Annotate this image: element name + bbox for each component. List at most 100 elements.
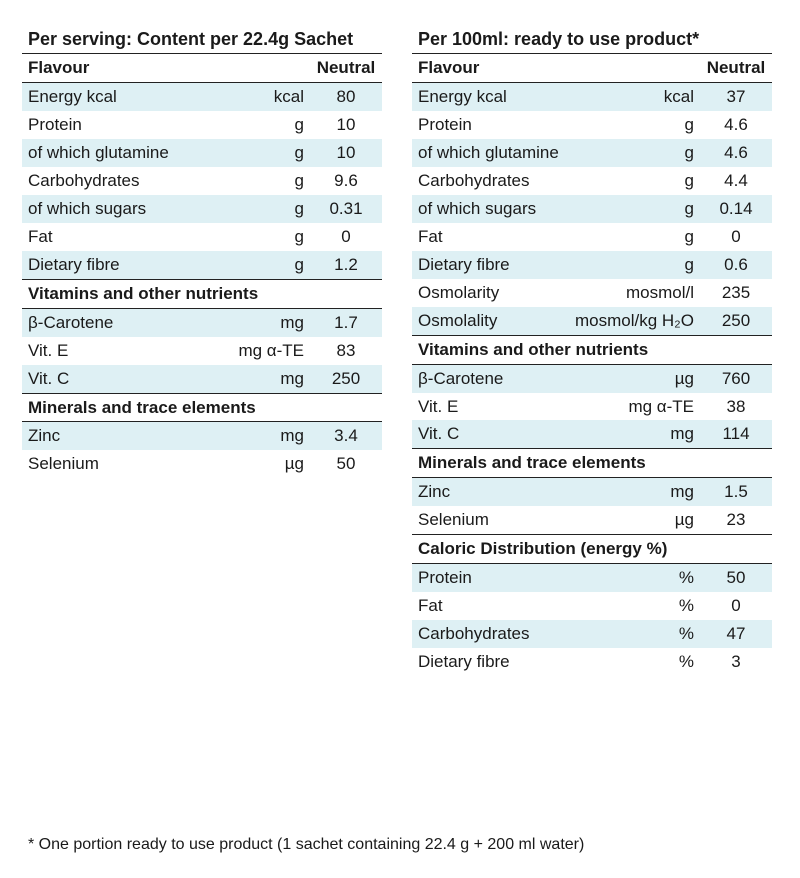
row-value: 250 — [700, 307, 772, 335]
table-row: Dietary fibre%3 — [412, 648, 772, 676]
row-label: Selenium — [412, 506, 567, 534]
section-header-label: Vitamins and other nutrients — [412, 335, 772, 364]
row-unit: mg α-TE — [567, 393, 700, 421]
row-value: 4.6 — [700, 139, 772, 167]
row-unit: mg — [213, 422, 310, 450]
row-unit: mosmol/kg H₂O — [567, 307, 700, 335]
right-header-label: Flavour — [412, 54, 567, 83]
row-label: of which glutamine — [22, 139, 213, 167]
table-row: Dietary fibreg1.2 — [22, 251, 382, 279]
row-value: 80 — [310, 83, 382, 111]
row-label: Dietary fibre — [22, 251, 213, 279]
row-value: 0.6 — [700, 251, 772, 279]
table-row: β-Carotenemg1.7 — [22, 308, 382, 336]
row-unit: g — [213, 251, 310, 279]
table-row: Energy kcalkcal37 — [412, 83, 772, 111]
table-row: Protein%50 — [412, 564, 772, 592]
row-value: 38 — [700, 393, 772, 421]
row-value: 47 — [700, 620, 772, 648]
row-label: Fat — [22, 223, 213, 251]
row-label: Carbohydrates — [22, 167, 213, 195]
table-row: Vit. Emg α-TE83 — [22, 337, 382, 365]
row-label: of which sugars — [22, 195, 213, 223]
row-unit: µg — [567, 506, 700, 534]
row-unit: g — [567, 223, 700, 251]
row-value: 10 — [310, 139, 382, 167]
table-row: Dietary fibreg0.6 — [412, 251, 772, 279]
table-row: of which glutamineg10 — [22, 139, 382, 167]
table-row: Energy kcalkcal80 — [22, 83, 382, 111]
right-header-row: Flavour Neutral — [412, 54, 772, 83]
right-rows: Energy kcalkcal37Proteing4.6of which glu… — [412, 83, 772, 676]
row-label: Protein — [22, 111, 213, 139]
row-label: Fat — [412, 223, 567, 251]
table-row: Seleniumµg50 — [22, 450, 382, 478]
right-nutrition-table: Per 100ml: ready to use product* Flavour… — [412, 24, 772, 676]
row-value: 1.5 — [700, 478, 772, 506]
table-row: Vit. Emg α-TE38 — [412, 393, 772, 421]
row-value: 0 — [310, 223, 382, 251]
row-label: Dietary fibre — [412, 251, 567, 279]
row-unit: % — [567, 620, 700, 648]
row-unit: µg — [213, 450, 310, 478]
row-unit: kcal — [567, 83, 700, 111]
row-unit: g — [213, 167, 310, 195]
row-value: 114 — [700, 420, 772, 448]
section-header-label: Minerals and trace elements — [22, 393, 382, 422]
row-unit: µg — [567, 364, 700, 392]
left-header-row: Flavour Neutral — [22, 54, 382, 83]
table-row: Zincmg3.4 — [22, 422, 382, 450]
section-header: Caloric Distribution (energy %) — [412, 535, 772, 564]
row-unit: g — [213, 195, 310, 223]
row-value: 1.2 — [310, 251, 382, 279]
section-header-label: Caloric Distribution (energy %) — [412, 535, 772, 564]
row-value: 1.7 — [310, 308, 382, 336]
left-header-value: Neutral — [310, 54, 382, 83]
left-nutrition-table: Per serving: Content per 22.4g Sachet Fl… — [22, 24, 382, 478]
section-header: Vitamins and other nutrients — [22, 279, 382, 308]
row-unit: mg — [213, 365, 310, 393]
table-row: Proteing4.6 — [412, 111, 772, 139]
right-title: Per 100ml: ready to use product* — [412, 24, 772, 54]
table-row: Fat%0 — [412, 592, 772, 620]
row-value: 0 — [700, 592, 772, 620]
row-unit: mosmol/l — [567, 279, 700, 307]
row-unit: g — [567, 251, 700, 279]
row-label: of which sugars — [412, 195, 567, 223]
tables-wrapper: Per serving: Content per 22.4g Sachet Fl… — [22, 24, 778, 676]
section-header-label: Vitamins and other nutrients — [22, 279, 382, 308]
row-label: Energy kcal — [22, 83, 213, 111]
row-label: Carbohydrates — [412, 167, 567, 195]
row-unit: kcal — [213, 83, 310, 111]
row-label: Vit. C — [22, 365, 213, 393]
row-value: 23 — [700, 506, 772, 534]
left-header-label: Flavour — [22, 54, 213, 83]
row-unit: mg — [567, 478, 700, 506]
row-value: 0 — [700, 223, 772, 251]
table-row: Vit. Cmg250 — [22, 365, 382, 393]
table-row: Carbohydratesg4.4 — [412, 167, 772, 195]
row-value: 0.31 — [310, 195, 382, 223]
row-unit: % — [567, 564, 700, 592]
table-row: Zincmg1.5 — [412, 478, 772, 506]
row-label: β-Carotene — [22, 308, 213, 336]
table-row: Carbohydrates%47 — [412, 620, 772, 648]
section-header: Minerals and trace elements — [22, 393, 382, 422]
row-label: Vit. C — [412, 420, 567, 448]
row-label: Carbohydrates — [412, 620, 567, 648]
row-unit: g — [567, 195, 700, 223]
row-label: β-Carotene — [412, 364, 567, 392]
right-header-value: Neutral — [700, 54, 772, 83]
row-label: Protein — [412, 564, 567, 592]
table-row: Seleniumµg23 — [412, 506, 772, 534]
row-label: Vit. E — [22, 337, 213, 365]
table-row: of which sugarsg0.31 — [22, 195, 382, 223]
row-label: of which glutamine — [412, 139, 567, 167]
row-value: 3 — [700, 648, 772, 676]
row-value: 250 — [310, 365, 382, 393]
table-row: Osmolalitymosmol/kg H₂O250 — [412, 307, 772, 335]
row-label: Protein — [412, 111, 567, 139]
table-row: β-Caroteneµg760 — [412, 364, 772, 392]
row-value: 37 — [700, 83, 772, 111]
row-value: 0.14 — [700, 195, 772, 223]
